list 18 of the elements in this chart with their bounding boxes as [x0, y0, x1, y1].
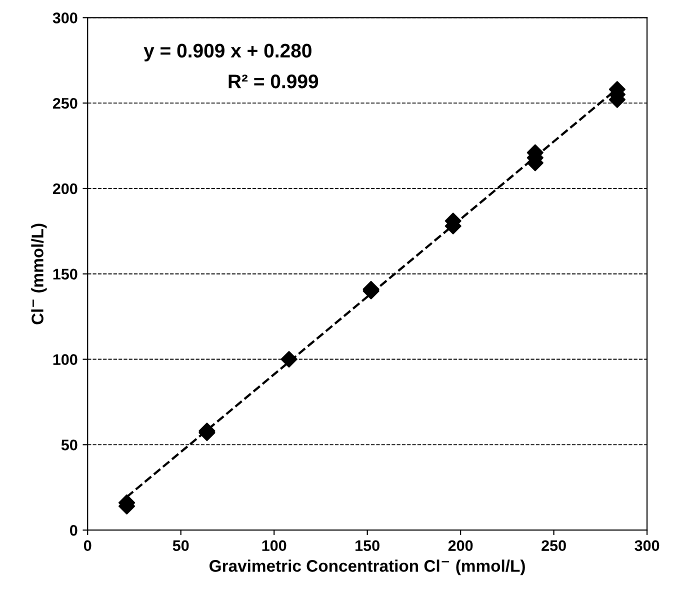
x-tick-label: 100	[262, 540, 286, 552]
annotation: y = 0.909 x + 0.280	[144, 44, 312, 62]
annotation: R² = 0.999	[228, 74, 318, 88]
x-tick-label: 50	[172, 540, 189, 552]
x-axis-title: Gravimetric Concentration Cl$^{−}$ (mmol/L)	[210, 560, 525, 576]
x-tick-label: 250	[542, 540, 566, 552]
y-tick-label: 200	[52, 183, 78, 194]
x-tick-label: 150	[356, 540, 380, 552]
y-tick-label: 0	[70, 524, 78, 536]
y-tick-label: 250	[52, 98, 78, 109]
x-tick-label: 200	[448, 540, 473, 552]
x-tick-label: 300	[634, 540, 660, 552]
y-tick-label: 300	[52, 12, 78, 24]
x-tick-label: 0	[84, 540, 92, 552]
y-axis-title: Cl$^{−}$ (mmol/L)	[31, 224, 47, 324]
y-tick-label: 100	[53, 354, 78, 365]
y-tick-label: 50	[61, 440, 78, 450]
y-tick-label: 150	[53, 268, 78, 280]
